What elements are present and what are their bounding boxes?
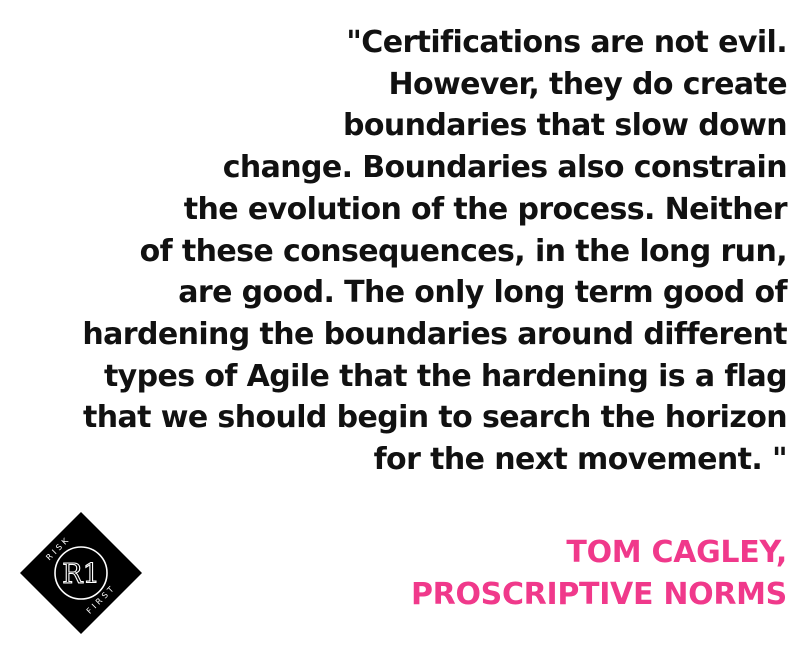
quote-line: that we should begin to search the horiz… xyxy=(83,400,788,436)
quote-line: are good. The only long term good of xyxy=(178,275,787,311)
quote-attribution: TOM CAGLEY, PROSCRIPTIVE NORMS xyxy=(411,532,787,616)
quote-line: the evolution of the process. Neither xyxy=(183,191,788,227)
logo-monogram: R1 xyxy=(62,559,100,590)
quote-text: "Certifications are not evil. However, t… xyxy=(12,22,787,481)
quote-line: change. Boundaries also constrain xyxy=(222,150,788,186)
source-title: PROSCRIPTIVE NORMS xyxy=(410,577,787,612)
quote-line: "Certifications are not evil. xyxy=(346,25,787,60)
quote-line: boundaries that slow down xyxy=(342,108,788,144)
quote-line: types of Agile that the hardening is a f… xyxy=(103,358,788,394)
quote-line: for the next movement. " xyxy=(373,442,788,478)
risk-first-logo-icon: R1 RISK FIRST xyxy=(20,512,142,634)
author-name: TOM CAGLEY, xyxy=(566,535,787,570)
quote-line: However, they do create xyxy=(388,66,787,102)
quote-line: of these consequences, in the long run, xyxy=(139,233,788,269)
quote-line: hardening the boundaries around differen… xyxy=(82,316,787,352)
